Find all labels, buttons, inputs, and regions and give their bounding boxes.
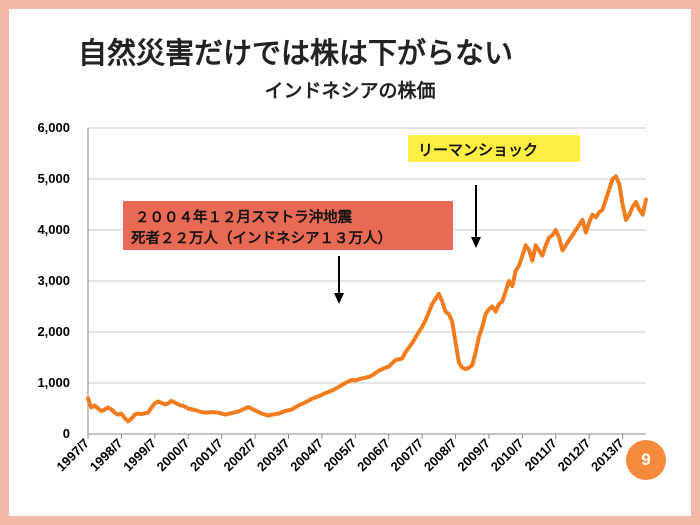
y-tick-label: 3,000 xyxy=(37,273,70,288)
x-tick-label: 2006/7 xyxy=(354,436,393,475)
y-tick-label: 2,000 xyxy=(37,324,70,339)
x-tick-label: 2005/7 xyxy=(321,436,360,475)
frame-border-bottom xyxy=(0,516,700,525)
x-tick-label: 2002/7 xyxy=(220,436,259,475)
slide-title: 自然災害だけでは株は下がらない xyxy=(78,36,514,70)
earthquake-annotation: ２００４年１２月スマトラ沖地震 死者２２万人（インドネシア１３万人） xyxy=(123,201,453,250)
x-tick-label: 2013/7 xyxy=(588,436,627,475)
lehman-annotation-label: リーマンショック xyxy=(418,141,539,159)
frame-border-right xyxy=(691,0,700,525)
x-tick-label: 2004/7 xyxy=(287,436,326,475)
x-tick-label: 1999/7 xyxy=(120,436,159,475)
y-tick-label: 6,000 xyxy=(37,120,70,135)
x-tick-label: 1997/7 xyxy=(53,436,92,475)
chart-title: インドネシアの株価 xyxy=(264,80,436,102)
earthquake-annotation-line2: 死者２２万人（インドネシア１３万人） xyxy=(131,231,392,247)
x-tick-label: 1998/7 xyxy=(87,436,126,475)
x-tick-label: 2003/7 xyxy=(254,436,293,475)
x-tick-label: 2000/7 xyxy=(154,436,193,475)
price-series-line xyxy=(86,174,648,424)
page-number-badge: 9 xyxy=(626,440,666,480)
y-tick-label: 1,000 xyxy=(37,375,70,390)
frame-border-top xyxy=(0,0,700,9)
x-tick-label: 2011/7 xyxy=(522,436,560,474)
lehman-arrow-head xyxy=(471,237,481,248)
y-tick-label: 0 xyxy=(63,426,70,441)
earthquake-arrow-head xyxy=(334,293,344,304)
earthquake-annotation-line1: ２００４年１２月スマトラ沖地震 xyxy=(135,210,353,226)
lehman-annotation: リーマンショック xyxy=(408,135,580,162)
x-tick-label: 2012/7 xyxy=(555,436,594,475)
frame-border-left xyxy=(0,0,9,525)
x-tick-label: 2009/7 xyxy=(454,436,493,475)
y-tick-label: 5,000 xyxy=(37,171,70,186)
x-tick-label: 2007/7 xyxy=(388,436,427,475)
x-tick-label: 2010/7 xyxy=(488,436,527,475)
x-tick-label: 2001/7 xyxy=(187,436,226,475)
y-tick-label: 4,000 xyxy=(37,222,70,237)
x-tick-label: 2008/7 xyxy=(421,436,460,475)
